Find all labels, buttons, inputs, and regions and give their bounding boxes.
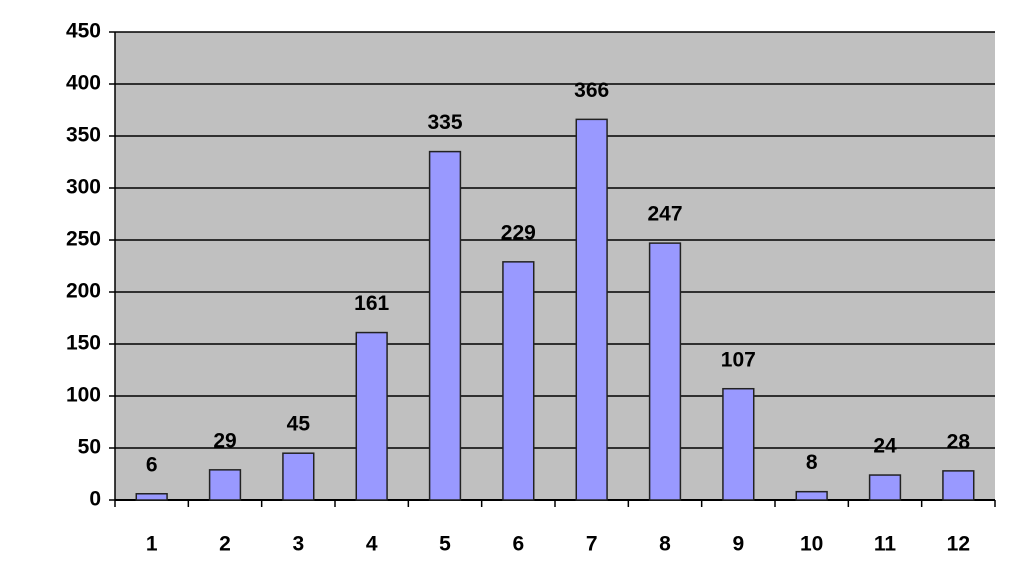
- y-tick-label: 300: [66, 176, 101, 199]
- bar: [795, 490, 828, 501]
- y-tick-label: 450: [66, 20, 101, 43]
- plot-area: [115, 32, 995, 500]
- y-tick-label: 200: [66, 280, 101, 303]
- bar: [575, 118, 608, 501]
- data-label: 229: [501, 221, 536, 244]
- data-label: 8: [806, 451, 818, 474]
- x-tick-label: 5: [439, 533, 451, 556]
- y-tick-label: 0: [89, 488, 101, 511]
- data-label: 335: [427, 111, 462, 134]
- x-tick-label: 11: [874, 533, 897, 556]
- bar: [135, 493, 168, 501]
- bar: [722, 387, 755, 501]
- bar: [428, 150, 462, 501]
- data-label: 6: [146, 453, 158, 476]
- data-label: 366: [574, 79, 609, 102]
- x-tick-label: 3: [292, 533, 304, 556]
- bar: [648, 242, 682, 501]
- bar: [942, 470, 975, 501]
- data-label: 24: [873, 435, 897, 458]
- data-label: 29: [213, 429, 236, 452]
- x-tick-label: 8: [659, 533, 671, 556]
- y-tick-label: 150: [66, 332, 101, 355]
- bar: [355, 331, 388, 501]
- data-label: 247: [647, 203, 682, 226]
- y-tick-label: 250: [66, 228, 101, 251]
- x-tick-label: 12: [947, 533, 970, 556]
- data-label: 107: [721, 348, 756, 371]
- data-label: 45: [287, 413, 311, 436]
- bar: [868, 474, 902, 501]
- x-tick-label: 9: [732, 533, 744, 556]
- x-tick-label: 10: [800, 533, 823, 556]
- x-tick-label: 7: [586, 533, 598, 556]
- data-label: 161: [354, 292, 389, 315]
- x-tick-label: 6: [512, 533, 524, 556]
- bar: [208, 469, 242, 501]
- y-tick-label: 400: [66, 72, 101, 95]
- y-tick-label: 100: [66, 384, 101, 407]
- bar: [502, 261, 535, 501]
- y-tick-label: 350: [66, 124, 101, 147]
- x-tick-label: 4: [366, 533, 378, 556]
- data-label: 28: [947, 430, 971, 453]
- x-tick-label: 1: [146, 533, 158, 556]
- bar: [282, 452, 315, 501]
- y-tick-label: 50: [78, 436, 101, 459]
- x-tick-label: 2: [219, 533, 231, 556]
